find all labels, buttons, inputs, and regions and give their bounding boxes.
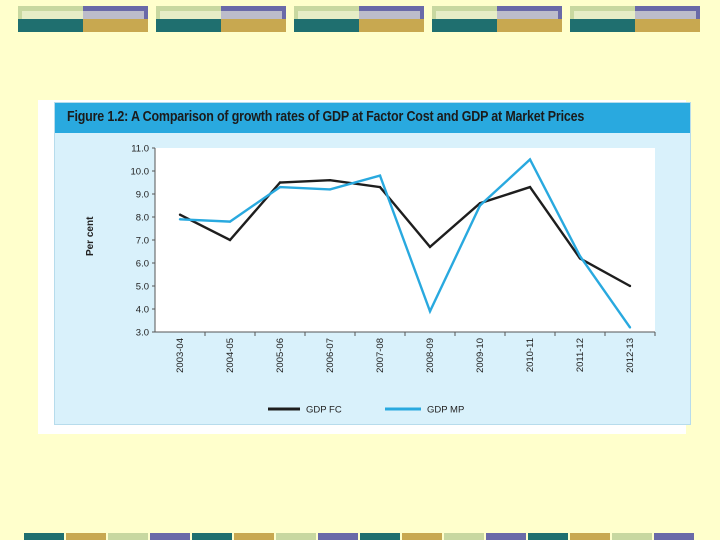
decorative-bar-segment bbox=[150, 533, 190, 540]
x-tick-label: 2006-07 bbox=[325, 338, 336, 373]
decorative-bar-block bbox=[156, 6, 286, 32]
decorative-bar-segment bbox=[360, 533, 400, 540]
figure-panel: Figure 1.2: A Comparison of growth rates… bbox=[38, 100, 691, 434]
y-tick-label: 5.0 bbox=[136, 282, 149, 293]
data-point bbox=[228, 238, 232, 242]
data-point bbox=[628, 284, 632, 288]
x-tick-label: 2007-08 bbox=[375, 338, 386, 373]
data-point bbox=[428, 310, 432, 313]
x-tick-label: 2003-04 bbox=[175, 338, 186, 373]
x-tick-label: 2008-09 bbox=[425, 338, 436, 373]
data-point bbox=[628, 326, 632, 329]
data-point bbox=[478, 204, 482, 207]
data-point bbox=[328, 179, 332, 182]
x-tick-label: 2005-06 bbox=[275, 338, 286, 373]
data-point bbox=[428, 245, 432, 249]
y-tick-label: 3.0 bbox=[136, 328, 149, 339]
decorative-bar-segment bbox=[24, 533, 64, 540]
decorative-bar-block bbox=[18, 6, 148, 32]
data-point bbox=[578, 254, 582, 258]
x-tick-label: 2012-13 bbox=[625, 338, 636, 373]
decorative-bar-block bbox=[432, 6, 562, 32]
decorative-bar-segment bbox=[486, 533, 526, 540]
data-point bbox=[528, 185, 532, 189]
data-point bbox=[378, 185, 382, 189]
series-line-gdp-fc bbox=[179, 178, 631, 288]
x-tick-label: 2010-11 bbox=[525, 338, 536, 372]
decorative-bar-block bbox=[570, 6, 700, 32]
y-axis-label: Per cent bbox=[85, 216, 96, 256]
x-tick-label: 2011-12 bbox=[575, 338, 586, 372]
y-tick-label: 4.0 bbox=[136, 305, 149, 316]
decorative-bar-segment bbox=[192, 533, 232, 540]
y-tick-label: 6.0 bbox=[136, 259, 149, 270]
y-tick-label: 9.0 bbox=[136, 190, 149, 201]
line-chart: 3.0 4.0 5.0 6.0 7.0 8.0 9.0 10.0 11.0 2003-04 2004… bbox=[85, 144, 656, 416]
decorative-bar-segment bbox=[318, 533, 358, 540]
decorative-bar-segment bbox=[654, 533, 694, 540]
y-tick-label: 7.0 bbox=[136, 236, 149, 247]
data-point bbox=[378, 174, 382, 177]
data-point bbox=[328, 188, 332, 191]
legend-label: GDP MP bbox=[427, 405, 464, 416]
figure-header: Figure 1.2: A Comparison of growth rates… bbox=[55, 103, 690, 133]
data-point bbox=[178, 218, 182, 221]
legend-label: GDP FC bbox=[306, 405, 342, 416]
decorative-bar-segment bbox=[444, 533, 484, 540]
figure-frame: Figure 1.2: A Comparison of growth rates… bbox=[54, 102, 691, 425]
decorative-bar-segment bbox=[570, 533, 610, 540]
figure-title: Figure 1.2: A Comparison of growth rates… bbox=[67, 109, 585, 125]
x-tick-label: 2009-10 bbox=[475, 338, 486, 373]
data-point bbox=[228, 220, 232, 223]
x-tick-label: 2004-05 bbox=[225, 338, 236, 373]
data-point bbox=[528, 158, 532, 161]
decorative-bar-block bbox=[294, 6, 424, 32]
decorative-bar-segment bbox=[234, 533, 274, 540]
decorative-bar-segment bbox=[612, 533, 652, 540]
data-point bbox=[278, 185, 282, 189]
series-line-gdp-mp bbox=[179, 157, 631, 329]
decorative-bottom-bars bbox=[24, 533, 696, 540]
y-tick-label: 11.0 bbox=[131, 144, 149, 155]
decorative-bar-segment bbox=[276, 533, 316, 540]
decorative-bar-segment bbox=[66, 533, 106, 540]
decorative-bar-segment bbox=[528, 533, 568, 540]
decorative-bar-segment bbox=[108, 533, 148, 540]
y-tick-label: 8.0 bbox=[136, 213, 149, 224]
decorative-top-bars bbox=[18, 6, 702, 32]
data-point bbox=[178, 213, 182, 216]
decorative-bar-segment bbox=[402, 533, 442, 540]
y-tick-label: 10.0 bbox=[131, 167, 150, 178]
data-point bbox=[278, 181, 282, 184]
